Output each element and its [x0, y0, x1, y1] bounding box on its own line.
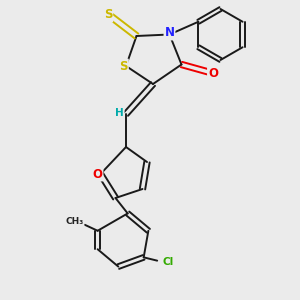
Text: O: O	[92, 167, 103, 181]
Text: O: O	[208, 67, 218, 80]
Text: Cl: Cl	[163, 257, 174, 268]
Text: CH₃: CH₃	[65, 217, 84, 226]
Text: S: S	[104, 8, 112, 22]
Text: H: H	[115, 107, 124, 118]
Text: S: S	[119, 59, 128, 73]
Text: N: N	[164, 26, 175, 40]
